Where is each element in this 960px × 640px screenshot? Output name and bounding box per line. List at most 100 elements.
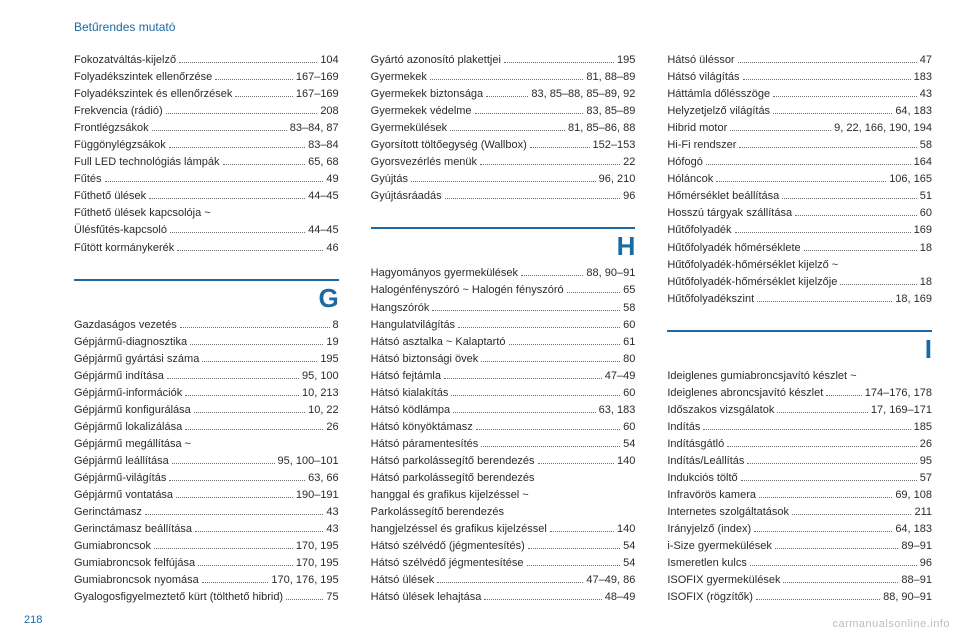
index-entry-label: Gyújtás [371,171,408,188]
index-entry-label: Ülésfűtés-kapcsoló [74,222,167,239]
index-entry-pages: 89–91 [901,538,932,555]
leader-dots [481,440,620,447]
index-entry-label: Fűtött kormánykerék [74,240,174,257]
index-entry-label: Hátsó könyöktámasz [371,419,473,436]
section-rule [667,330,932,332]
index-entry-label: Ismeretlen kulcs [667,555,746,572]
index-entry-label: Gumiabroncsok [74,538,151,555]
index-entry: Parkolássegítő berendezés [371,504,636,521]
index-entry: Gumiabroncsok 170, 195 [74,538,339,555]
index-entry: Gépjármű megállítása ~ [74,436,339,453]
index-entry-pages: 69, 108 [895,487,932,504]
index-entry-label: Hagyományos gyermekülések [371,265,518,282]
leader-dots [775,542,899,549]
index-entry-label: Fokozatváltás-kijelző [74,52,176,69]
index-entry-pages: 96 [920,555,932,572]
index-entry: Gumiabroncsok nyomása170, 176, 195 [74,572,339,589]
leader-dots [444,372,602,379]
index-entry-pages: 83, 85–89 [586,103,635,120]
index-entry-pages: 63, 183 [599,402,636,419]
index-entry-label: Gerinctámasz beállítása [74,521,192,538]
index-entry: Gazdaságos vezetés8 [74,317,339,334]
index-entry: Hátsó páramentesítés54 [371,436,636,453]
index-entry-pages: 83–84, 87 [290,120,339,137]
leader-dots [757,295,892,302]
leader-dots [170,226,305,233]
index-entry: Gyújtásráadás96 [371,188,636,205]
index-entry: Folyadékszintek ellenőrzése 167–169 [74,69,339,86]
index-entry: Hűtőfolyadék hőmérséklete18 [667,240,932,257]
index-entry-label: Fűthető ülések kapcsolója ~ [74,205,211,222]
leader-dots [437,576,583,583]
index-entry: Gerinctámasz beállítása43 [74,521,339,538]
index-entry-pages: 49 [326,171,338,188]
index-entry-label: Gépjármű megállítása ~ [74,436,191,453]
index-entry-label: Hangszórók [371,300,430,317]
index-entry-label: Gépjármű vontatása [74,487,173,504]
index-entry-pages: 95, 100–101 [278,453,339,470]
index-entry-label: Hátsó ködlámpa [371,402,451,419]
index-entry: Hátsó asztalka ~ Kalaptartó61 [371,334,636,351]
index-entry-label: Hátsó biztonsági övek [371,351,479,368]
index-entry-pages: 167–169 [296,69,339,86]
index-entry-label: Hűtőfolyadék [667,222,731,239]
leader-dots [567,286,620,293]
index-entry-pages: 88–91 [901,572,932,589]
index-entry-pages: 96, 210 [599,171,636,188]
leader-dots [190,337,323,344]
leader-dots [509,337,621,344]
leader-dots [783,576,898,583]
index-entry: Gépjármű gyártási száma195 [74,351,339,368]
leader-dots [195,525,323,532]
index-entry-pages: 47 [920,52,932,69]
leader-dots [804,243,917,250]
index-entry-label: Hűtőfolyadék hőmérséklete [667,240,800,257]
index-entry-pages: 83–84 [308,137,339,154]
leader-dots [176,491,293,498]
index-entry-pages: 88, 90–91 [883,589,932,606]
leader-dots [739,141,916,148]
index-entry-pages: 174–176, 178 [865,385,932,402]
index-entry: Fűtés49 [74,171,339,188]
leader-dots [154,542,293,549]
index-entry-label: Folyadékszintek ellenőrzése [74,69,212,86]
index-entry-label: Hátsó parkolássegítő berendezés [371,453,535,470]
index-entry-pages: 140 [617,521,635,538]
leader-dots [735,226,911,233]
index-entry: Halogénfényszóró ~ Halogén fényszóró65 [371,282,636,299]
index-entry-label: Folyadékszintek és ellenőrzések [74,86,232,103]
leader-dots [185,423,323,430]
header-title: Betűrendes mutató [74,20,175,34]
index-entry-label: Gépjármű-diagnosztika [74,334,187,351]
leader-dots [703,423,910,430]
index-entry: Gyermekek81, 88–89 [371,69,636,86]
index-entry: Indítás/Leállítás95 [667,453,932,470]
index-entry-pages: 104 [320,52,338,69]
leader-dots [169,474,305,481]
index-entry: Fokozatváltás-kijelző 104 [74,52,339,69]
index-entry: Folyadékszintek és ellenőrzések167–169 [74,86,339,103]
index-entry-pages: 63, 66 [308,470,339,487]
index-entry-pages: 140 [617,453,635,470]
leader-dots [286,593,323,600]
index-entry: Hűtőfolyadék-hőmérséklet kijelzője18 [667,274,932,291]
index-entry: Frekvencia (rádió)208 [74,103,339,120]
index-entry: Full LED technológiás lámpák65, 68 [74,154,339,171]
index-entry: Gerinctámasz43 [74,504,339,521]
index-entry: Hagyományos gyermekülések88, 90–91 [371,265,636,282]
index-entry-label: Gyermekek védelme [371,103,472,120]
index-entry-pages: 10, 22 [308,402,339,419]
index-entry-label: Gyújtásráadás [371,188,442,205]
index-entry: Gyújtás 96, 210 [371,171,636,188]
index-entry: hangjelzéssel és grafikus kijelzéssel140 [371,521,636,538]
index-entry-pages: 18, 169 [895,291,932,308]
index-entry: Indítás185 [667,419,932,436]
index-entry-pages: 26 [326,419,338,436]
leader-dots [716,175,886,182]
index-entry-label: Gépjármű leállítása [74,453,169,470]
leader-dots [521,269,583,276]
index-entry-pages: 81, 88–89 [586,69,635,86]
index-entry: ISOFIX (rögzítők)88, 90–91 [667,589,932,606]
index-entry-pages: 170, 195 [296,538,339,555]
index-entry-label: Gépjármű gyártási száma [74,351,199,368]
